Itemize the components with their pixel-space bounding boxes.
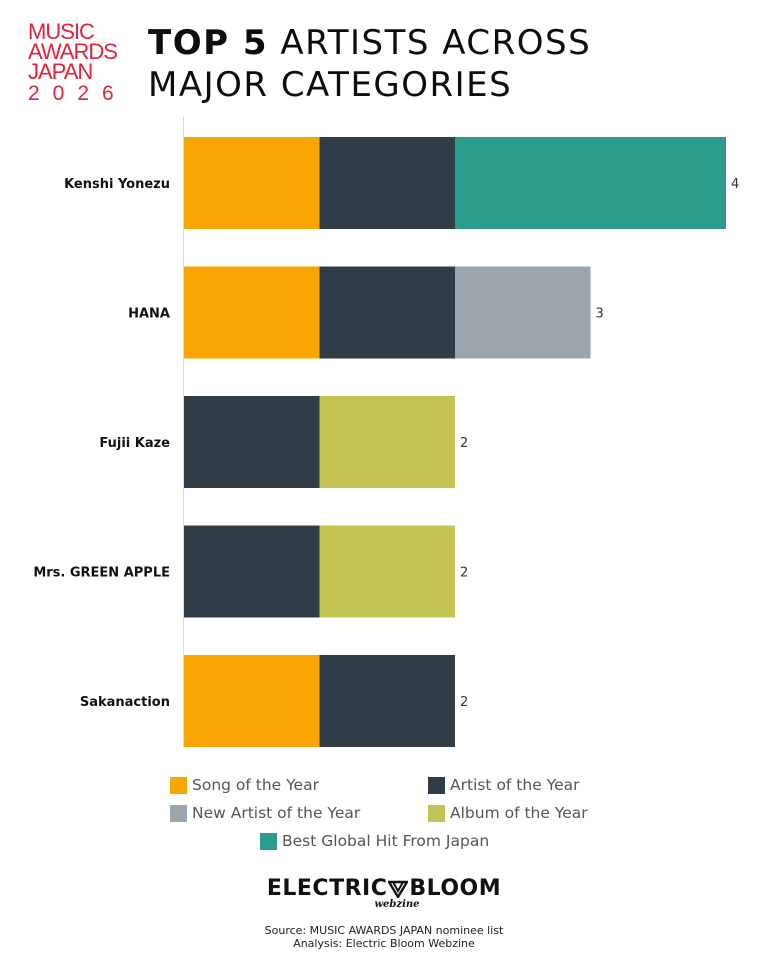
- brand-name-left: ELECTRIC: [266, 876, 388, 901]
- legend-item-2: New Artist of the Year: [170, 804, 360, 822]
- total-label-0: 4: [731, 177, 739, 192]
- legend-swatch-0: [170, 776, 187, 794]
- bar-segment-1-1: [319, 266, 455, 359]
- bar-segment-0-4: [455, 137, 726, 229]
- total-label-3: 2: [460, 566, 468, 581]
- bloom-flower-icon: [388, 880, 409, 898]
- bar-segment-4-0: [184, 655, 320, 747]
- logo-line-1: MUSIC: [28, 19, 95, 44]
- bar-segment-4-1: [319, 655, 455, 747]
- legend-label-3: Album of the Year: [450, 804, 588, 822]
- chart-title-rest: ARTISTS ACROSS: [268, 23, 592, 63]
- bar-segment-0-0: [184, 137, 320, 229]
- logo-line-3: JAPAN: [28, 59, 93, 84]
- legend-swatch-3: [428, 804, 445, 822]
- chart-title: TOP 5 ARTISTS ACROSS MAJOR CATEGORIES: [148, 22, 748, 106]
- bar-segment-1-2: [455, 266, 591, 359]
- chart-title-line-2: MAJOR CATEGORIES: [148, 65, 513, 105]
- total-label-4: 2: [460, 695, 468, 710]
- chart-title-bold: TOP 5: [148, 23, 269, 63]
- legend-item-1: Artist of the Year: [428, 776, 580, 794]
- total-label-1: 3: [596, 307, 604, 322]
- category-label-2: Fujii Kaze: [99, 436, 170, 451]
- source-note: Source: MUSIC AWARDS JAPAN nominee list …: [0, 924, 768, 950]
- legend-item-4: Best Global Hit From Japan: [260, 832, 489, 850]
- bar-segment-2-3: [319, 396, 455, 488]
- category-label-4: Sakanaction: [80, 695, 170, 710]
- total-label-2: 2: [460, 436, 468, 451]
- source-line-2: Analysis: Electric Bloom Webzine: [293, 937, 475, 950]
- brand-subtitle: webzine: [374, 899, 420, 910]
- legend-label-1: Artist of the Year: [450, 776, 580, 794]
- legend-label-2: New Artist of the Year: [192, 804, 361, 822]
- legend-label-0: Song of the Year: [192, 776, 319, 794]
- music-awards-japan-logo: MUSIC AWARDS JAPAN 2026: [28, 19, 127, 105]
- logo-line-2: AWARDS: [28, 39, 118, 64]
- bar-segment-0-1: [319, 137, 455, 229]
- brand-name: ELECTRIC BLOOM: [267, 876, 501, 901]
- legend-swatch-2: [170, 804, 187, 822]
- category-label-0: Kenshi Yonezu: [64, 177, 170, 192]
- legend-item-0: Song of the Year: [170, 776, 319, 794]
- category-label-1: HANA: [128, 307, 170, 322]
- bar-segment-3-1: [184, 525, 320, 618]
- brand-name-right: BLOOM: [409, 876, 502, 901]
- legend-swatch-1: [428, 776, 445, 794]
- bar-segment-2-1: [184, 396, 320, 488]
- logo-year: 2026: [28, 82, 127, 105]
- legend-swatch-4: [260, 832, 277, 850]
- bar-segment-3-3: [319, 525, 455, 618]
- legend-label-4: Best Global Hit From Japan: [282, 832, 490, 850]
- source-line-1: Source: MUSIC AWARDS JAPAN nominee list: [264, 924, 504, 937]
- bar-segment-1-0: [184, 266, 320, 359]
- category-label-3: Mrs. GREEN APPLE: [33, 566, 170, 581]
- electric-bloom-logo: ELECTRIC BLOOM webzine: [0, 876, 768, 910]
- legend-item-3: Album of the Year: [428, 804, 588, 822]
- stacked-bar-chart: Kenshi Yonezu 4 HANA 3 Fujii Kaze 2 Mrs. GREEN…: [33, 117, 739, 747]
